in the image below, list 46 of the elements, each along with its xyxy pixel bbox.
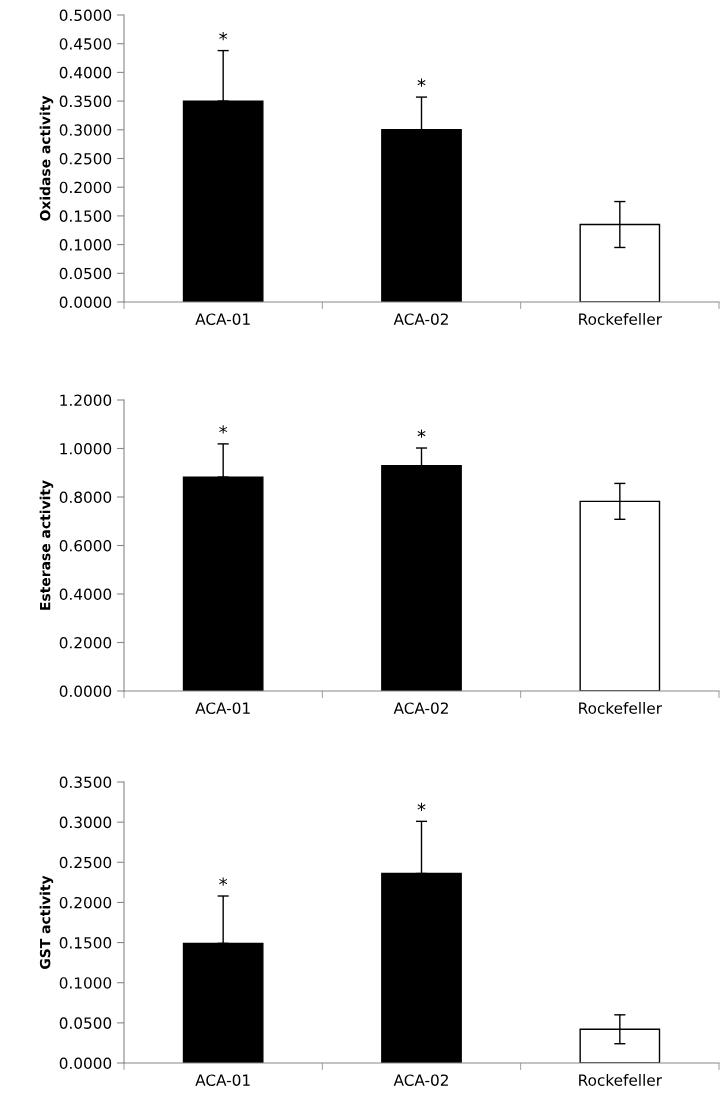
y-tick-label: 0.1500 bbox=[59, 937, 112, 949]
x-tick-label: ACA-01 bbox=[195, 702, 250, 714]
x-tick-label: ACA-02 bbox=[393, 313, 448, 325]
y-tick-label: 0.2000 bbox=[59, 896, 112, 909]
y-axis-title: Esterase activity bbox=[39, 480, 54, 610]
bar bbox=[182, 476, 264, 691]
y-tick-label: 0.5000 bbox=[59, 9, 112, 22]
y-tick-label: 0.0000 bbox=[59, 296, 112, 309]
y-tick-label: 0.4000 bbox=[59, 588, 112, 601]
y-tick-label: 0.0000 bbox=[59, 1057, 112, 1070]
annotation: * bbox=[417, 429, 426, 438]
y-tick-label: 0.0000 bbox=[59, 685, 112, 698]
x-tick-label: Rockefeller bbox=[579, 702, 662, 714]
y-tick-label: 0.4000 bbox=[59, 66, 112, 79]
annotation: * bbox=[417, 78, 426, 87]
annotation: * bbox=[219, 425, 228, 434]
y-tick-label: 0.3500 bbox=[59, 95, 112, 108]
y-tick-label: 0.3500 bbox=[59, 776, 112, 789]
y-axis-title: Oxidase activity bbox=[39, 95, 54, 221]
bar bbox=[182, 100, 264, 302]
x-tick-label: ACA-01 bbox=[195, 313, 250, 325]
y-tick-label: 0.4500 bbox=[59, 38, 112, 50]
x-tick-label: ACA-02 bbox=[393, 1074, 448, 1086]
y-axis-title: GST activity bbox=[39, 875, 54, 969]
y-tick-label: 0.3000 bbox=[59, 816, 112, 829]
y-tick-label: 0.1000 bbox=[59, 977, 112, 989]
y-tick-label: 0.8000 bbox=[59, 491, 112, 504]
annotation: * bbox=[219, 877, 228, 886]
x-tick-label: ACA-02 bbox=[393, 702, 448, 714]
y-tick-label: 0.2500 bbox=[59, 152, 112, 165]
x-tick-label: Rockefeller bbox=[579, 1074, 662, 1086]
annotation: * bbox=[219, 32, 228, 41]
y-tick-label: 0.2500 bbox=[59, 856, 112, 869]
annotation: * bbox=[417, 802, 426, 812]
y-tick-label: 0.3000 bbox=[59, 124, 112, 136]
y-tick-label: 0.2000 bbox=[59, 636, 112, 649]
y-tick-label: 0.0500 bbox=[59, 267, 112, 280]
y-tick-label: 1.2000 bbox=[60, 394, 112, 407]
y-tick-label: 0.6000 bbox=[59, 539, 112, 552]
y-tick-label: 0.1500 bbox=[59, 210, 112, 222]
y-tick-label: 0.0500 bbox=[59, 1017, 112, 1029]
x-tick-label: Rockefeller bbox=[579, 313, 662, 325]
y-tick-label: 1.0000 bbox=[60, 442, 112, 455]
x-tick-label: ACA-01 bbox=[195, 1074, 250, 1086]
y-tick-label: 0.2000 bbox=[59, 181, 112, 194]
y-tick-label: 0.1000 bbox=[59, 239, 112, 251]
